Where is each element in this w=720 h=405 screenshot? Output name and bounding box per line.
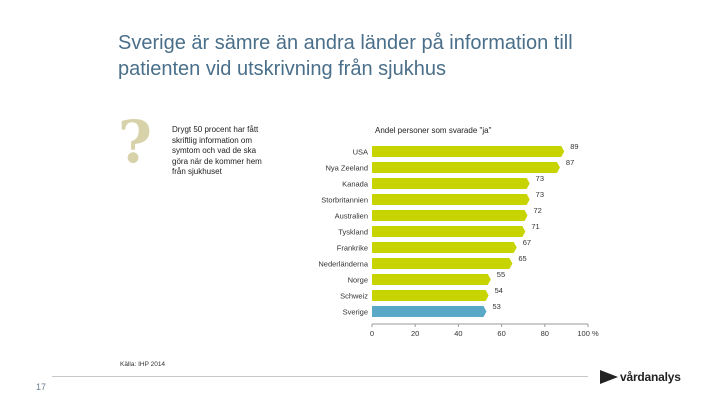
bar [372, 274, 491, 285]
slide-title: Sverige är sämre än andra länder på info… [118, 32, 573, 80]
category-label: Nya Zeeland [325, 164, 368, 173]
question-mark-icon: ? [118, 108, 152, 176]
data-label: 71 [531, 222, 539, 231]
x-tick-label: 0 [370, 329, 374, 338]
data-label: 73 [536, 190, 544, 199]
category-label: Schweiz [340, 292, 368, 301]
category-label: USA [353, 148, 368, 157]
category-label: Storbritannien [321, 196, 368, 205]
bar [372, 162, 560, 173]
logo-arrow-icon [600, 370, 618, 384]
data-label: 65 [518, 254, 526, 263]
data-label: 53 [492, 302, 500, 311]
category-label: Sverige [343, 308, 368, 317]
category-label: Tyskland [338, 228, 368, 237]
data-label: 55 [497, 270, 505, 279]
category-label: Frankrike [337, 244, 368, 253]
vardanalys-logo: vårdanalys [600, 368, 695, 386]
category-label: Norge [348, 276, 368, 285]
bar [372, 306, 487, 317]
data-label: 72 [534, 206, 542, 215]
page-number: 17 [36, 382, 47, 392]
bar [372, 258, 513, 269]
bar [372, 194, 530, 205]
x-tick-label: 100 % [577, 329, 599, 338]
data-label: 73 [536, 174, 544, 183]
logo-text: vårdanalys [620, 370, 681, 384]
x-tick-label: 40 [454, 329, 462, 338]
category-label: Australien [335, 212, 368, 221]
category-label: Nederländerna [318, 260, 368, 269]
data-label: 89 [570, 142, 578, 151]
bar [372, 210, 528, 221]
x-tick-label: 20 [411, 329, 419, 338]
footer-divider [52, 376, 588, 377]
x-tick-label: 60 [497, 329, 505, 338]
x-tick-label: 80 [541, 329, 549, 338]
data-label: 54 [495, 286, 503, 295]
bar [372, 178, 530, 189]
bar [372, 226, 526, 237]
bar [372, 146, 565, 157]
data-label: 67 [523, 238, 531, 247]
data-label: 87 [566, 158, 574, 167]
source-note: Källa: IHP 2014 [120, 361, 166, 368]
bar [372, 290, 489, 301]
category-label: Kanada [342, 180, 369, 189]
lead-text: Drygt 50 procent har fått skriftlig info… [172, 125, 262, 176]
bar [372, 242, 517, 253]
chart-title: Andel personer som svarade "ja" [375, 126, 492, 135]
